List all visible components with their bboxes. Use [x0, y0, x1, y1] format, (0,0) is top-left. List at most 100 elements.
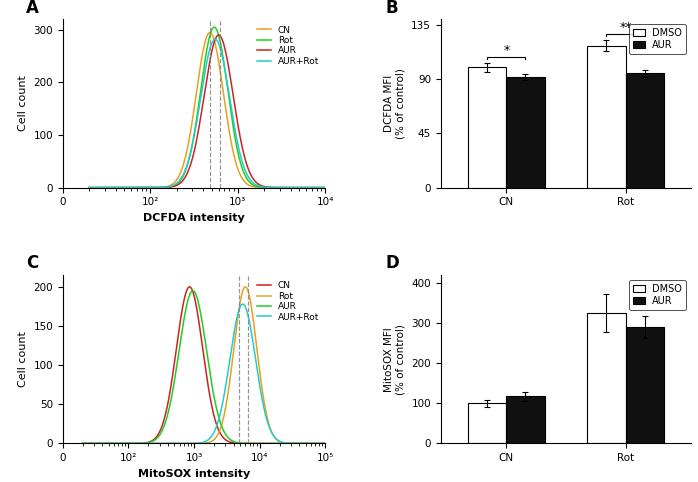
- Rot: [193, 110, 202, 116]
- AUR+Rot: [339, 185, 347, 190]
- X-axis label: DCFDA intensity: DCFDA intensity: [143, 213, 245, 223]
- AUR+Rot: [327, 441, 335, 446]
- Rot: [182, 165, 191, 171]
- Rot: [334, 185, 342, 190]
- AUR: [182, 172, 191, 178]
- AUR+Rot: [211, 36, 219, 42]
- AUR+Rot: [334, 441, 343, 446]
- AUR+Rot: [306, 185, 315, 190]
- CN: [334, 441, 343, 446]
- AUR: [78, 441, 87, 446]
- Line: AUR: AUR: [89, 35, 343, 187]
- Rot: [200, 440, 209, 446]
- Legend: DMSO, AUR: DMSO, AUR: [629, 24, 686, 54]
- AUR+Rot: [265, 422, 273, 428]
- AUR+Rot: [114, 185, 122, 190]
- Rot: [210, 24, 218, 30]
- CN: [265, 441, 273, 446]
- Line: CN: CN: [82, 287, 339, 443]
- AUR: [306, 185, 315, 190]
- Rot: [114, 185, 122, 190]
- Bar: [625, 73, 664, 187]
- Bar: [468, 67, 506, 187]
- AUR: [339, 185, 347, 190]
- Line: AUR+Rot: AUR+Rot: [82, 304, 339, 443]
- Bar: [468, 403, 506, 443]
- Text: B: B: [386, 0, 399, 16]
- AUR+Rot: [314, 441, 322, 446]
- Legend: CN, Rot, AUR, AUR+Rot: CN, Rot, AUR, AUR+Rot: [255, 280, 321, 323]
- Text: C: C: [26, 254, 38, 272]
- AUR+Rot: [193, 115, 202, 120]
- Text: A: A: [26, 0, 39, 16]
- CN: [206, 29, 214, 35]
- AUR+Rot: [182, 164, 191, 170]
- CN: [114, 185, 122, 190]
- Bar: [625, 327, 664, 443]
- AUR+Rot: [239, 301, 247, 307]
- AUR: [327, 441, 335, 446]
- CN: [186, 284, 194, 290]
- AUR+Rot: [200, 439, 209, 445]
- AUR: [334, 441, 343, 446]
- Rot: [265, 420, 273, 426]
- AUR: [114, 185, 122, 190]
- Rot: [334, 441, 343, 446]
- Y-axis label: MitoSOX MFI
(% of control): MitoSOX MFI (% of control): [385, 324, 406, 395]
- CN: [129, 185, 138, 190]
- Y-axis label: Cell count: Cell count: [18, 76, 28, 132]
- CN: [334, 185, 342, 190]
- AUR: [334, 185, 342, 190]
- CN: [186, 284, 194, 290]
- AUR: [129, 185, 138, 190]
- Legend: DMSO, AUR: DMSO, AUR: [629, 280, 686, 310]
- X-axis label: MitoSOX intensity: MitoSOX intensity: [138, 469, 251, 479]
- Bar: [588, 46, 625, 187]
- AUR: [265, 441, 273, 446]
- Line: AUR+Rot: AUR+Rot: [89, 39, 343, 187]
- Y-axis label: DCFDA MFI
(% of control): DCFDA MFI (% of control): [384, 68, 406, 139]
- CN: [188, 287, 196, 293]
- CN: [327, 441, 335, 446]
- AUR+Rot: [186, 441, 194, 446]
- CN: [193, 83, 202, 89]
- AUR: [188, 288, 196, 294]
- Rot: [186, 441, 194, 446]
- Rot: [85, 185, 94, 190]
- Line: Rot: Rot: [82, 287, 339, 443]
- AUR: [85, 185, 94, 190]
- Rot: [78, 441, 87, 446]
- Line: CN: CN: [89, 32, 343, 187]
- CN: [200, 357, 209, 362]
- Rot: [314, 441, 322, 446]
- AUR+Rot: [78, 441, 87, 446]
- Text: *: *: [503, 43, 510, 56]
- AUR+Rot: [85, 185, 94, 190]
- CN: [314, 441, 322, 446]
- AUR: [214, 32, 223, 38]
- AUR+Rot: [188, 441, 196, 446]
- Line: AUR: AUR: [82, 291, 339, 443]
- Text: D: D: [386, 254, 399, 272]
- Rot: [188, 441, 196, 446]
- Bar: [588, 313, 625, 443]
- AUR+Rot: [334, 185, 342, 190]
- AUR: [188, 288, 197, 294]
- Rot: [327, 441, 335, 446]
- Rot: [306, 185, 315, 190]
- CN: [339, 185, 347, 190]
- Legend: CN, Rot, AUR, AUR+Rot: CN, Rot, AUR, AUR+Rot: [255, 24, 321, 67]
- Rot: [129, 185, 138, 190]
- Rot: [339, 185, 347, 190]
- AUR: [186, 291, 194, 296]
- AUR: [314, 441, 322, 446]
- CN: [306, 185, 315, 190]
- Y-axis label: Cell count: Cell count: [17, 331, 28, 387]
- Bar: [506, 77, 544, 187]
- Text: **: **: [619, 21, 632, 34]
- AUR+Rot: [129, 185, 138, 190]
- AUR: [200, 332, 209, 338]
- CN: [78, 441, 87, 446]
- AUR: [193, 133, 202, 139]
- Bar: [506, 396, 544, 443]
